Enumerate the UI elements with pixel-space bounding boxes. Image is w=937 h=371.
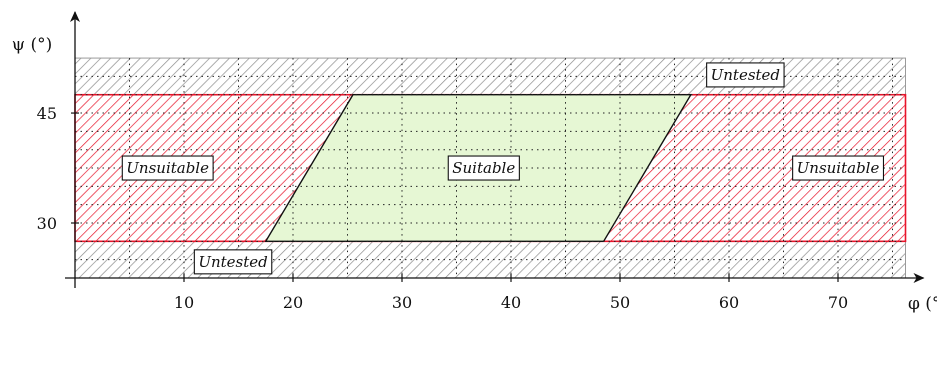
x-tick-label: 50 — [610, 293, 630, 312]
x-tick-label: 30 — [392, 293, 412, 312]
label-text: Unsuitable — [126, 159, 209, 177]
label-text: Unsuitable — [797, 159, 880, 177]
x-tick-label: 40 — [501, 293, 521, 312]
untested-region-label: Untested — [706, 62, 785, 88]
unsuitable-region-label: Unsuitable — [121, 155, 214, 181]
x-tick-label: 60 — [719, 293, 739, 312]
y-tick-label: 45 — [37, 104, 57, 123]
x-tick-label: 70 — [828, 293, 848, 312]
label-box — [193, 249, 273, 275]
x-tick-label: 20 — [283, 293, 303, 312]
unsuitable-region-label: Unsuitable — [792, 155, 885, 181]
labels-layer: Untested Untested Unsuitable Unsuitable Suit… — [121, 62, 885, 275]
label-box — [121, 155, 214, 181]
untested-region-label: Untested — [193, 249, 273, 275]
y-axis-label: ψ (°) — [12, 35, 53, 55]
suitable-region-label: Suitable — [447, 155, 520, 181]
label-text: Suitable — [452, 159, 515, 177]
axes-layer: 10 20 30 40 50 60 70 30 45 φ (°) ψ (°) — [12, 11, 937, 314]
label-box — [792, 155, 885, 181]
label-text: Untested — [711, 66, 780, 84]
y-tick-label: 30 — [37, 214, 57, 233]
label-box — [706, 62, 785, 88]
x-axis-label: φ (°) — [908, 294, 937, 314]
label-box — [447, 155, 520, 181]
label-text: Untested — [198, 253, 267, 271]
x-tick-label: 10 — [174, 293, 194, 312]
